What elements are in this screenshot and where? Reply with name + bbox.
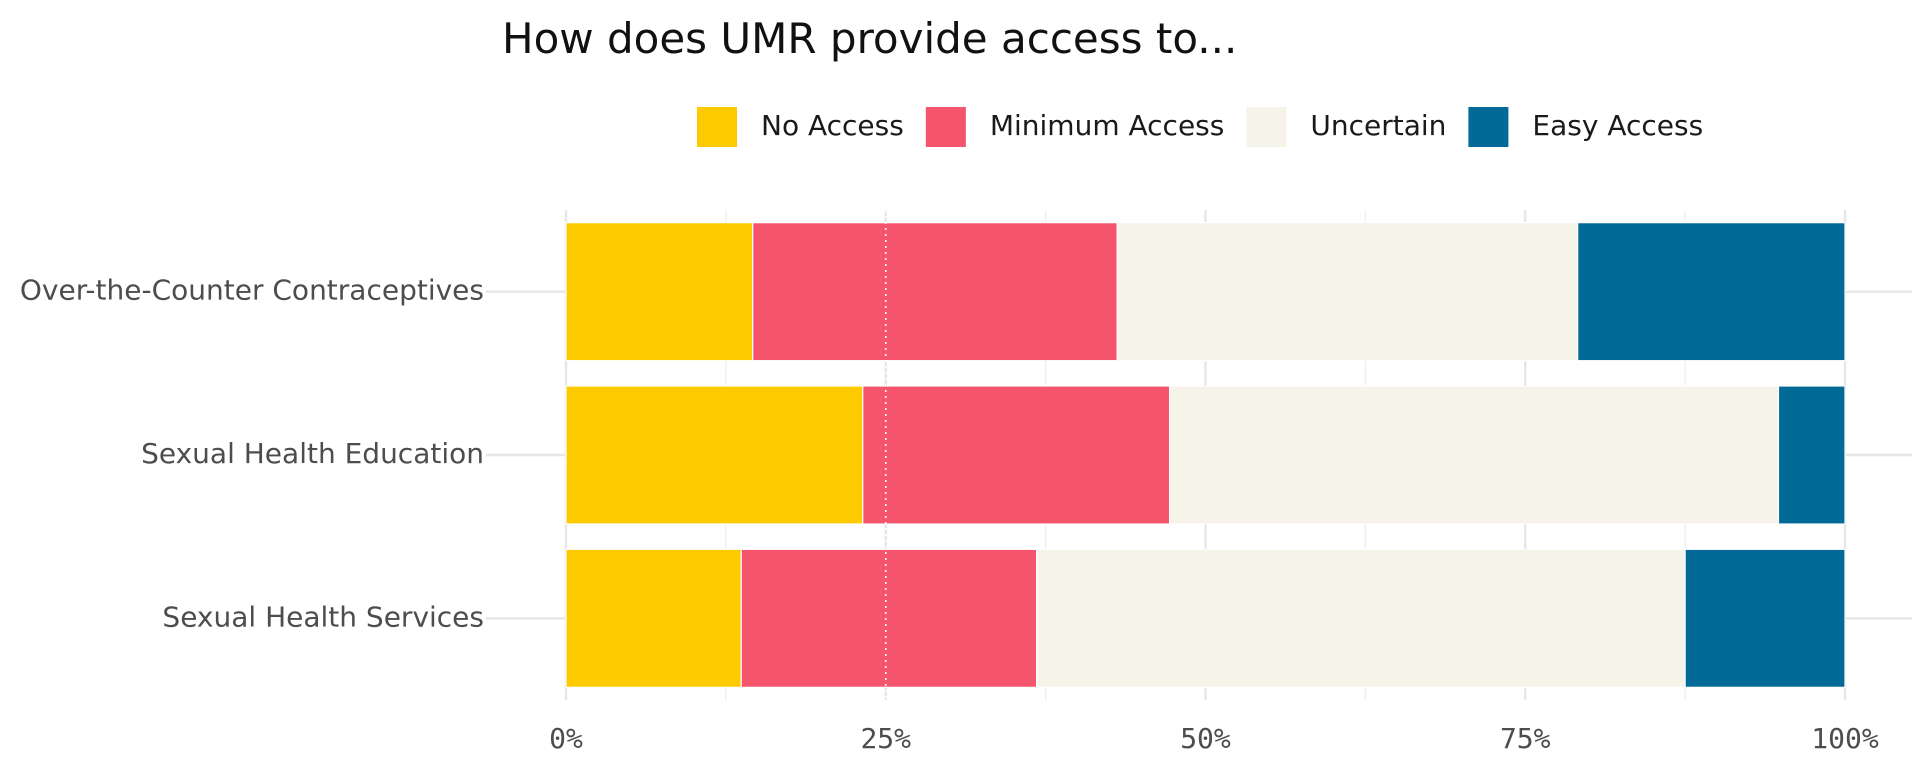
- x-tick-label: 0%: [549, 722, 583, 755]
- bar-minimum-access-sexual-health-education: [862, 385, 1171, 525]
- y-axis-tick-labels: Over-the-Counter Contraceptives Sexual He…: [20, 274, 484, 634]
- x-axis-tick-labels: 0% 25% 50% 75% 100%: [549, 722, 1879, 755]
- legend-swatch: [1246, 107, 1287, 147]
- legend-label: Uncertain: [1310, 109, 1446, 142]
- chart-title: How does UMR provide access to...: [502, 14, 1238, 63]
- legend-swatch: [697, 107, 737, 147]
- bar-minimum-access-over-the-counter-contraceptives: [752, 222, 1118, 362]
- x-tick-label: 25%: [860, 722, 911, 755]
- y-tick-label: Sexual Health Education: [141, 437, 484, 470]
- legend-label: Easy Access: [1532, 109, 1703, 142]
- legend-item-uncertain: Uncertain: [1246, 107, 1446, 147]
- legend: No Access Minimum Access Uncertain Easy Acc…: [697, 107, 1703, 147]
- y-tick-label: Sexual Health Services: [162, 600, 484, 633]
- legend-swatch: [1468, 107, 1509, 147]
- legend-label: No Access: [761, 109, 904, 142]
- bar-no-access-over-the-counter-contraceptives: [565, 222, 754, 362]
- x-tick-label: 100%: [1811, 722, 1879, 755]
- bar-uncertain-sexual-health-services: [1036, 548, 1686, 688]
- bars: [565, 222, 1846, 688]
- bar-no-access-sexual-health-education: [565, 385, 864, 525]
- bar-easy-access-sexual-health-education: [1777, 385, 1846, 525]
- legend-label: Minimum Access: [990, 109, 1225, 142]
- bar-easy-access-sexual-health-services: [1684, 548, 1846, 688]
- bar-easy-access-over-the-counter-contraceptives: [1577, 222, 1846, 362]
- bar-uncertain-over-the-counter-contraceptives: [1116, 222, 1579, 362]
- x-tick-label: 75%: [1500, 722, 1551, 755]
- legend-item-easy-access: Easy Access: [1468, 107, 1703, 147]
- y-tick-label: Over-the-Counter Contraceptives: [20, 274, 484, 307]
- legend-swatch: [925, 107, 966, 147]
- x-tick-label: 50%: [1180, 722, 1231, 755]
- legend-item-minimum-access: Minimum Access: [925, 107, 1225, 147]
- legend-item-no-access: No Access: [697, 107, 904, 147]
- bar-minimum-access-sexual-health-services: [740, 548, 1038, 688]
- bar-no-access-sexual-health-services: [565, 548, 742, 688]
- bar-uncertain-sexual-health-education: [1169, 385, 1780, 525]
